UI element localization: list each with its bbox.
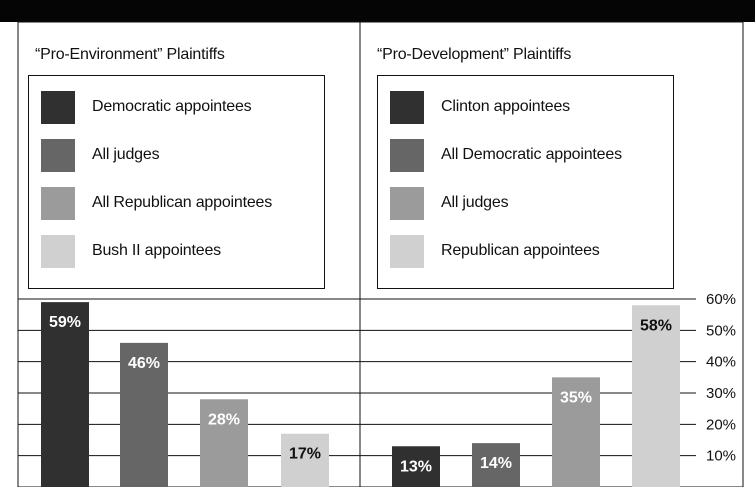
left-panel-value-label: 17% (289, 446, 321, 463)
left-panel-bar (281, 433, 329, 487)
right-legend-swatch (390, 235, 424, 268)
left-legend-item: Bush II appointees (41, 235, 331, 268)
right-legend-label: Clinton appointees (441, 98, 570, 115)
left-legend-swatch (41, 235, 75, 268)
left-legend-item: Democratic appointees (41, 91, 331, 124)
left-legend-swatch (41, 187, 75, 220)
right-legend-swatch (390, 91, 424, 124)
left-panel-bar (41, 302, 89, 487)
left-legend-item: All Republican appointees (41, 187, 331, 220)
y-tick-label: 10% (706, 448, 736, 465)
right-panel-value-label: 35% (560, 389, 592, 406)
right-panel-bar (632, 305, 680, 487)
left-panel-title: “Pro-Environment” Plaintiffs (35, 46, 225, 63)
right-legend-swatch (390, 139, 424, 172)
right-panel-bar (552, 377, 600, 487)
y-tick-label: 30% (706, 385, 736, 402)
right-legend-item: All Democratic appointees (390, 139, 680, 172)
right-panel-value-label: 13% (400, 458, 432, 475)
right-legend-label: All judges (441, 194, 509, 211)
y-tick-label: 20% (706, 416, 736, 433)
right-panel-title: “Pro-Development” Plaintiffs (377, 46, 572, 63)
left-legend: Democratic appointees All judges All Rep… (28, 75, 325, 289)
left-legend-item: All judges (41, 139, 331, 172)
left-panel-value-label: 59% (49, 314, 81, 331)
left-legend-label: All judges (92, 146, 160, 163)
right-legend: Clinton appointees All Democratic appoin… (377, 75, 674, 289)
left-panel-value-label: 28% (208, 411, 240, 428)
left-panel-value-label: 46% (128, 355, 160, 372)
right-panel-bar (392, 446, 440, 487)
y-tick-label: 40% (706, 354, 736, 371)
left-legend-swatch (41, 91, 75, 124)
right-panel-value-label: 14% (480, 455, 512, 472)
right-legend-item: Clinton appointees (390, 91, 680, 124)
y-tick-label: 60% (706, 291, 736, 308)
left-legend-label: All Republican appointees (92, 194, 273, 211)
left-legend-swatch (41, 139, 75, 172)
right-legend-label: All Democratic appointees (441, 146, 622, 163)
right-legend-label: Republican appointees (441, 242, 600, 259)
top-black-rule (0, 0, 755, 22)
right-panel-value-label: 58% (640, 317, 672, 334)
left-panel-bar (120, 342, 168, 487)
left-legend-label: Bush II appointees (92, 242, 221, 259)
y-tick-label: 50% (706, 322, 736, 339)
top-white-gap (0, 22, 755, 30)
right-legend-item: Republican appointees (390, 235, 680, 268)
right-legend-swatch (390, 187, 424, 220)
right-legend-item: All judges (390, 187, 680, 220)
left-legend-label: Democratic appointees (92, 98, 252, 115)
left-panel-bar (200, 399, 248, 487)
right-panel-bar (472, 443, 520, 487)
chart-frame (17, 21, 744, 487)
